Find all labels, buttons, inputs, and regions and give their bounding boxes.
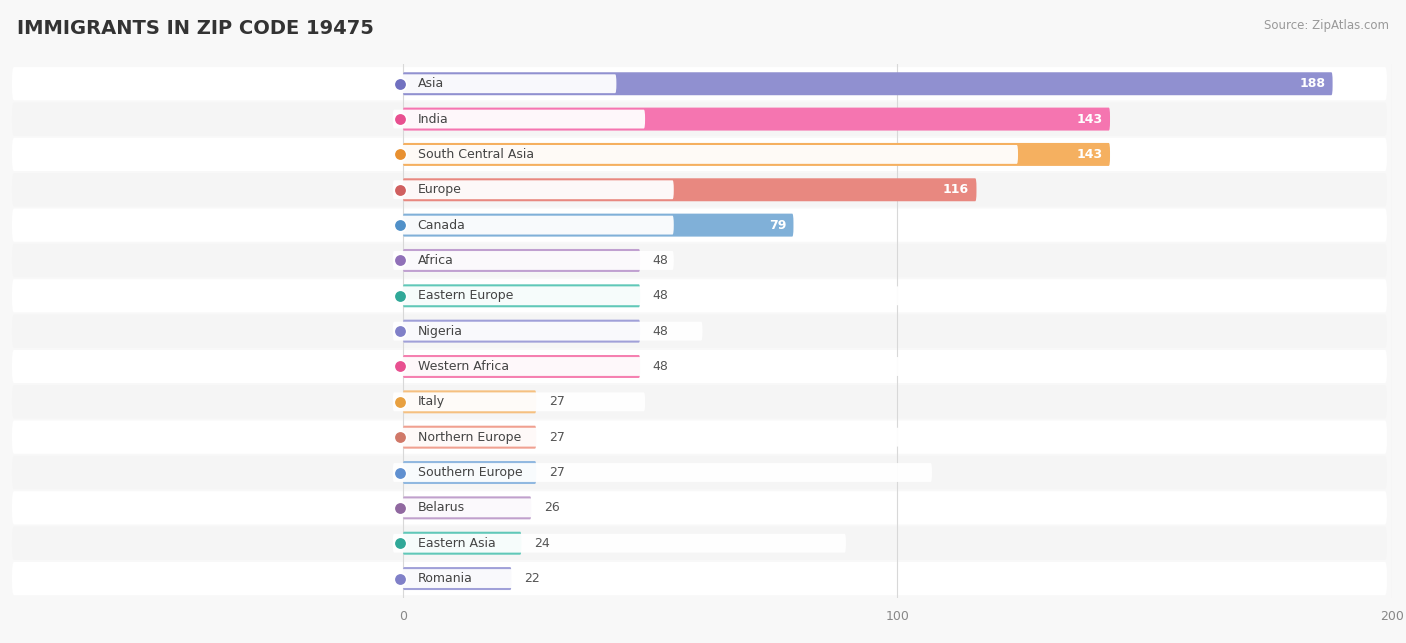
Text: Eastern Europe: Eastern Europe <box>418 289 513 302</box>
FancyBboxPatch shape <box>392 392 645 412</box>
FancyBboxPatch shape <box>13 173 1386 206</box>
FancyBboxPatch shape <box>392 110 645 129</box>
Text: Southern Europe: Southern Europe <box>418 466 522 479</box>
Text: Africa: Africa <box>418 254 453 267</box>
FancyBboxPatch shape <box>402 390 536 413</box>
Text: Europe: Europe <box>418 183 461 196</box>
Text: IMMIGRANTS IN ZIP CODE 19475: IMMIGRANTS IN ZIP CODE 19475 <box>17 19 374 39</box>
FancyBboxPatch shape <box>402 532 522 555</box>
Text: 116: 116 <box>943 183 969 196</box>
Text: Nigeria: Nigeria <box>418 325 463 338</box>
FancyBboxPatch shape <box>13 456 1386 489</box>
Text: Eastern Asia: Eastern Asia <box>418 537 495 550</box>
Text: Source: ZipAtlas.com: Source: ZipAtlas.com <box>1264 19 1389 32</box>
Text: 24: 24 <box>534 537 550 550</box>
Text: 48: 48 <box>652 289 668 302</box>
FancyBboxPatch shape <box>13 138 1386 171</box>
FancyBboxPatch shape <box>392 180 673 199</box>
FancyBboxPatch shape <box>13 314 1386 348</box>
FancyBboxPatch shape <box>392 251 673 270</box>
FancyBboxPatch shape <box>402 355 640 378</box>
Text: Italy: Italy <box>418 395 444 408</box>
FancyBboxPatch shape <box>402 320 640 343</box>
Text: Asia: Asia <box>418 77 444 90</box>
FancyBboxPatch shape <box>13 67 1386 100</box>
Text: India: India <box>418 113 449 125</box>
Text: 48: 48 <box>652 360 668 373</box>
FancyBboxPatch shape <box>402 284 640 307</box>
Text: 79: 79 <box>769 219 786 231</box>
FancyBboxPatch shape <box>392 75 616 93</box>
FancyBboxPatch shape <box>392 463 932 482</box>
FancyBboxPatch shape <box>13 527 1386 560</box>
FancyBboxPatch shape <box>392 322 703 341</box>
Text: 48: 48 <box>652 254 668 267</box>
FancyBboxPatch shape <box>392 286 903 305</box>
Text: Belarus: Belarus <box>418 502 464 514</box>
FancyBboxPatch shape <box>13 562 1386 595</box>
FancyBboxPatch shape <box>13 421 1386 454</box>
Text: Romania: Romania <box>418 572 472 585</box>
Text: South Central Asia: South Central Asia <box>418 148 534 161</box>
Text: 22: 22 <box>524 572 540 585</box>
FancyBboxPatch shape <box>392 569 703 588</box>
FancyBboxPatch shape <box>13 244 1386 277</box>
FancyBboxPatch shape <box>402 72 1333 95</box>
FancyBboxPatch shape <box>402 178 976 201</box>
FancyBboxPatch shape <box>402 461 536 484</box>
Text: 48: 48 <box>652 325 668 338</box>
Text: Canada: Canada <box>418 219 465 231</box>
FancyBboxPatch shape <box>392 428 932 447</box>
Text: 27: 27 <box>548 395 564 408</box>
Text: 27: 27 <box>548 466 564 479</box>
FancyBboxPatch shape <box>402 496 531 520</box>
FancyBboxPatch shape <box>392 534 846 552</box>
FancyBboxPatch shape <box>402 249 640 272</box>
FancyBboxPatch shape <box>392 498 703 517</box>
Text: 143: 143 <box>1077 148 1102 161</box>
Text: 188: 188 <box>1299 77 1326 90</box>
FancyBboxPatch shape <box>13 350 1386 383</box>
FancyBboxPatch shape <box>402 143 1109 166</box>
Text: 27: 27 <box>548 431 564 444</box>
FancyBboxPatch shape <box>13 385 1386 419</box>
FancyBboxPatch shape <box>392 145 1018 164</box>
FancyBboxPatch shape <box>13 279 1386 312</box>
FancyBboxPatch shape <box>402 213 793 237</box>
FancyBboxPatch shape <box>13 208 1386 242</box>
FancyBboxPatch shape <box>13 102 1386 136</box>
Text: Northern Europe: Northern Europe <box>418 431 520 444</box>
Text: Western Africa: Western Africa <box>418 360 509 373</box>
Text: 143: 143 <box>1077 113 1102 125</box>
FancyBboxPatch shape <box>402 107 1109 131</box>
FancyBboxPatch shape <box>402 426 536 449</box>
FancyBboxPatch shape <box>13 491 1386 525</box>
FancyBboxPatch shape <box>402 567 512 590</box>
FancyBboxPatch shape <box>392 215 673 235</box>
Text: 26: 26 <box>544 502 560 514</box>
FancyBboxPatch shape <box>392 357 903 376</box>
